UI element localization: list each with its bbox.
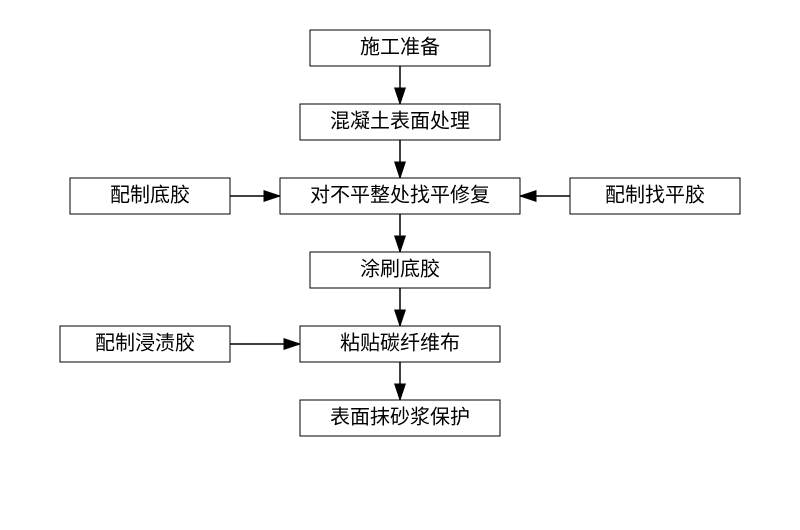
node-label-n5: 粘贴碳纤维布 bbox=[340, 332, 460, 355]
node-label-n6: 表面抹砂浆保护 bbox=[330, 406, 470, 429]
node-label-n4: 涂刷底胶 bbox=[360, 258, 440, 281]
node-label-s3: 配制浸渍胶 bbox=[95, 332, 195, 355]
node-s2: 配制找平胶 bbox=[570, 178, 740, 214]
node-n6: 表面抹砂浆保护 bbox=[300, 400, 500, 436]
node-s3: 配制浸渍胶 bbox=[60, 326, 230, 362]
flowchart-canvas: 施工准备混凝土表面处理对不平整处找平修复涂刷底胶粘贴碳纤维布表面抹砂浆保护 配制底… bbox=[0, 0, 800, 530]
node-n1: 施工准备 bbox=[310, 30, 490, 66]
node-n2: 混凝土表面处理 bbox=[300, 104, 500, 140]
node-label-n3: 对不平整处找平修复 bbox=[310, 184, 490, 207]
node-label-s1: 配制底胶 bbox=[110, 184, 190, 207]
node-label-n2: 混凝土表面处理 bbox=[330, 110, 470, 133]
node-n5: 粘贴碳纤维布 bbox=[300, 326, 500, 362]
node-s1: 配制底胶 bbox=[70, 178, 230, 214]
node-n3: 对不平整处找平修复 bbox=[280, 178, 520, 214]
node-label-s2: 配制找平胶 bbox=[605, 184, 705, 207]
node-label-n1: 施工准备 bbox=[360, 36, 440, 59]
node-n4: 涂刷底胶 bbox=[310, 252, 490, 288]
